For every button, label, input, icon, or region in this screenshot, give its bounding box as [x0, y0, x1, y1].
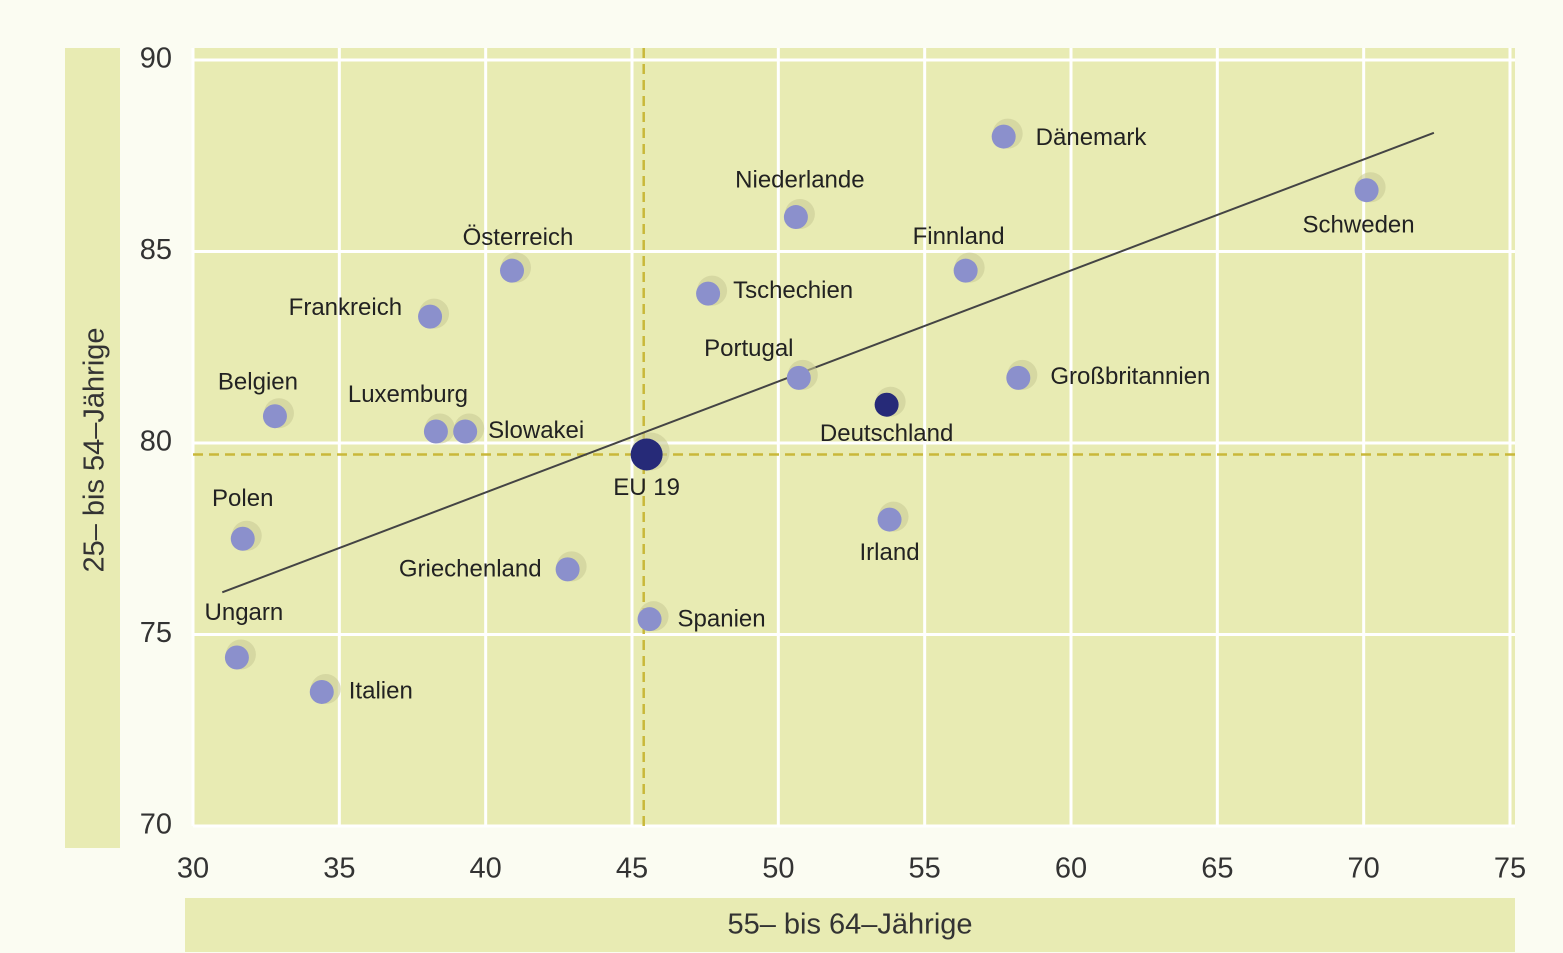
point-label: Frankreich [289, 294, 402, 321]
point-label: Polen [212, 485, 273, 512]
y-axis-label: 25– bis 54–Jährige [79, 327, 111, 572]
point-label: Niederlande [735, 166, 864, 193]
point-label: Deutschland [820, 420, 953, 447]
point [991, 124, 1016, 149]
point [783, 205, 808, 230]
y-tick-label: 75 [140, 617, 172, 649]
y-tick-label: 90 [140, 43, 172, 75]
y-tick-label: 85 [140, 234, 172, 266]
point [637, 607, 662, 632]
point-label: Tschechien [733, 277, 853, 304]
plot-area [193, 48, 1515, 826]
point [309, 679, 334, 704]
x-tick-label: 60 [1055, 853, 1087, 885]
y-label-band [65, 48, 120, 848]
x-tick-label: 50 [762, 853, 794, 885]
point-label: Portugal [704, 335, 793, 362]
x-tick-label: 40 [470, 853, 502, 885]
x-axis-label: 55– bis 64–Jährige [727, 909, 972, 941]
point [262, 404, 287, 429]
y-tick-label: 70 [140, 809, 172, 841]
point [1006, 365, 1031, 390]
x-tick-label: 75 [1494, 853, 1526, 885]
point-label: Italien [349, 677, 413, 704]
point [230, 526, 255, 551]
point [423, 419, 448, 444]
point-label: Slowakei [488, 417, 584, 444]
point [630, 438, 663, 471]
point [877, 507, 902, 532]
point [1354, 178, 1379, 203]
x-tick-label: 70 [1348, 853, 1380, 885]
point [418, 304, 443, 329]
point [224, 645, 249, 670]
point-label: Finnland [913, 223, 1005, 250]
point-label: Dänemark [1036, 124, 1148, 151]
x-tick-label: 65 [1201, 853, 1233, 885]
point [500, 258, 525, 283]
point [874, 392, 899, 417]
point [453, 419, 478, 444]
point-label: Großbritannien [1050, 363, 1210, 390]
point-label: Schweden [1303, 212, 1415, 239]
y-tick-label: 80 [140, 426, 172, 458]
point-label: Luxemburg [348, 381, 468, 408]
trend-line [221, 131, 1435, 594]
point-label: Spanien [678, 606, 766, 633]
x-tick-label: 55 [909, 853, 941, 885]
point-label: Österreich [463, 224, 574, 251]
point-label: Irland [860, 539, 920, 566]
point-label: Griechenland [399, 556, 542, 583]
point-label: Ungarn [205, 599, 284, 626]
point [555, 557, 580, 582]
x-tick-label: 30 [177, 853, 209, 885]
point [696, 281, 721, 306]
point [953, 258, 978, 283]
point [786, 365, 811, 390]
x-tick-label: 45 [616, 853, 648, 885]
x-label-band [185, 898, 1515, 952]
point-label: Belgien [218, 369, 298, 396]
x-tick-label: 35 [323, 853, 355, 885]
point-label: EU 19 [613, 474, 680, 501]
